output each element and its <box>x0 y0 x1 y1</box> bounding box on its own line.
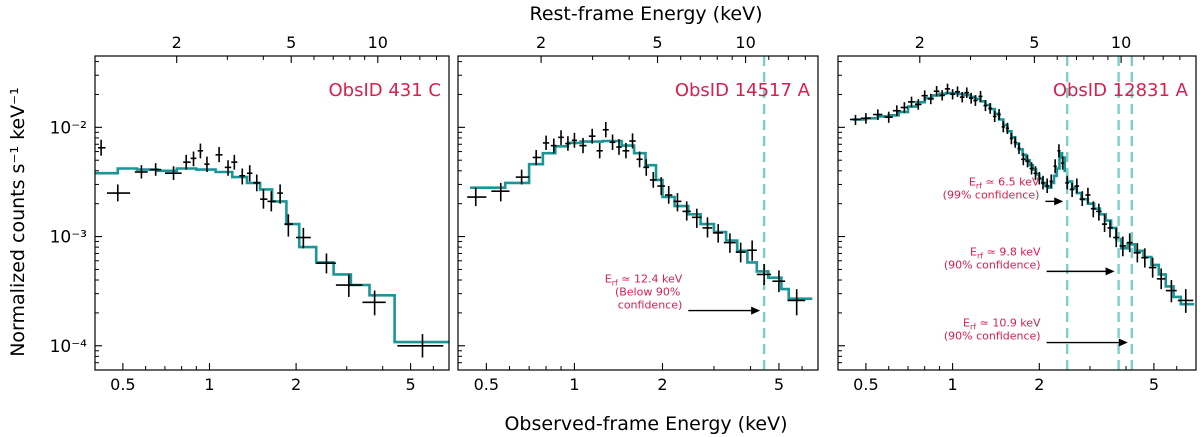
annotation-arrow-head <box>751 306 761 315</box>
model-curve <box>470 139 813 300</box>
x-tick-label: 0.5 <box>474 375 499 394</box>
panel-title: ObsID 12831 A <box>1053 80 1189 101</box>
y-tick-label: 10⁻⁴ <box>50 337 88 357</box>
x-tick-label: 0.5 <box>853 375 878 394</box>
top-tick-label: 5 <box>1029 33 1039 52</box>
x-tick-label: 2 <box>1034 375 1044 394</box>
panel-plot-area <box>95 139 449 358</box>
annotation-note: confidence) <box>618 299 683 312</box>
model-curve <box>95 167 449 344</box>
x-tick-label: 5 <box>1149 375 1159 394</box>
x-tick-label: 1 <box>204 375 214 394</box>
x-tick-label: 5 <box>774 375 784 394</box>
panel-plot-area <box>467 56 813 370</box>
panel-1: 0.5 1 2 5 2 5 10 10⁻² 10⁻³ 10⁻⁴ ObsID 431 C <box>50 33 450 394</box>
panel-3: Erf ≃ 6.5 keV(99% confidence) Erf ≃ 9.8 k… <box>837 33 1197 394</box>
top-tick-label: 2 <box>172 33 182 52</box>
y-tick-label: 10⁻³ <box>50 228 87 248</box>
annotation-energy: Erf ≃ 6.5 keV <box>969 175 1040 190</box>
panel-title: ObsID 14517 A <box>675 80 811 101</box>
top-tick-label: 10 <box>735 33 755 52</box>
annotation-note: (Below 90% <box>615 286 680 299</box>
y-axis-title: Normalized counts s⁻¹ keV⁻¹ <box>7 87 29 357</box>
annotation-arrow-head <box>1105 267 1115 276</box>
panel-2: Erf ≃ 12.4 keV(Below 90%confidence) 0.5 1 2… <box>457 33 819 394</box>
annotation-note: (99% confidence) <box>943 188 1040 201</box>
panel-frame <box>457 55 819 371</box>
annotation-note: (90% confidence) <box>944 330 1041 343</box>
panel-frame <box>94 55 450 371</box>
annotation-energy: Erf ≃ 12.4 keV <box>605 273 683 288</box>
bottom-axis-title: Observed-frame Energy (keV) <box>504 413 787 435</box>
top-tick-label: 10 <box>1111 33 1131 52</box>
top-tick-label: 2 <box>536 33 546 52</box>
panel-title: ObsID 431 C <box>328 80 441 101</box>
top-tick-label: 2 <box>915 33 925 52</box>
x-tick-label: 1 <box>948 375 958 394</box>
annotation-arrow-head <box>1054 197 1064 206</box>
top-axis-title: Rest-frame Energy (keV) <box>529 3 762 25</box>
x-tick-label: 2 <box>291 375 301 394</box>
top-tick-label: 10 <box>368 33 388 52</box>
top-tick-label: 5 <box>652 33 662 52</box>
annotation-arrow-head <box>1118 338 1128 347</box>
x-tick-label: 5 <box>405 375 415 394</box>
annotation-energy: Erf ≃ 9.8 keV <box>970 245 1041 260</box>
y-tick-label: 10⁻² <box>50 118 87 138</box>
x-tick-label: 2 <box>657 375 667 394</box>
annotation-energy: Erf ≃ 10.9 keV <box>963 317 1041 332</box>
panel-plot-area <box>849 56 1195 370</box>
panel-frame <box>837 55 1197 371</box>
x-tick-label: 1 <box>569 375 579 394</box>
x-tick-label: 0.5 <box>110 375 135 394</box>
annotation-note: (90% confidence) <box>944 258 1041 271</box>
top-tick-label: 5 <box>286 33 296 52</box>
panels-group: 0.5 1 2 5 2 5 10 10⁻² 10⁻³ 10⁻⁴ ObsID 431 C Erf ≃ 1… <box>50 33 1197 394</box>
